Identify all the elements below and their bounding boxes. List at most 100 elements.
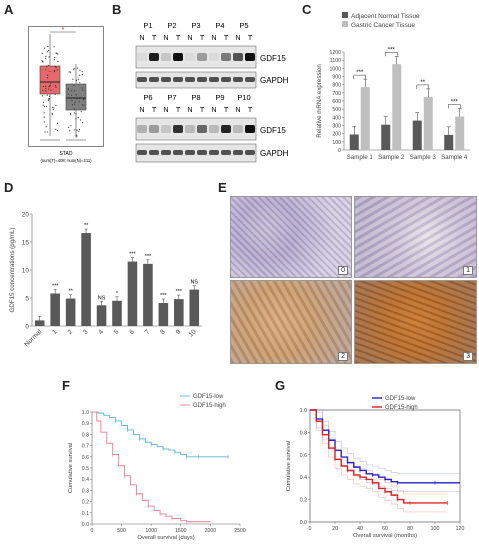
band <box>209 77 219 82</box>
legend-label: Gastric Cancer Tissue <box>351 22 415 29</box>
band <box>233 53 243 61</box>
panel-a-xlabel: STAD <box>60 151 73 157</box>
jitter-point <box>71 100 73 102</box>
jitter-point <box>78 128 81 131</box>
jitter-point <box>82 89 84 91</box>
band <box>197 150 207 155</box>
jitter-point <box>41 52 43 54</box>
jitter-point <box>41 60 43 62</box>
jitter-point <box>79 69 81 71</box>
jitter-point <box>57 53 59 55</box>
x-tick-label: 5 <box>113 328 121 336</box>
band <box>245 125 255 133</box>
band <box>185 125 195 133</box>
y-axis-label: GDF15 concentrations (pg/mL) <box>9 228 16 313</box>
jitter-point <box>51 113 53 115</box>
bar <box>189 289 200 326</box>
significance-label: ** <box>68 289 73 295</box>
jitter-point <box>41 95 43 97</box>
jitter-point <box>77 78 80 80</box>
x-axis-label: Overall survival (days) <box>137 535 194 541</box>
x-tick-label: 500 <box>117 528 126 534</box>
lane-label: N <box>163 107 168 114</box>
jitter-point <box>45 69 47 71</box>
jitter-point <box>81 104 84 106</box>
lane-label: N <box>211 107 216 114</box>
band <box>245 150 255 155</box>
jitter-point <box>79 119 82 121</box>
y-tick-label: 1100 <box>330 58 341 64</box>
jitter-point <box>83 104 85 106</box>
x-tick-label: 3 <box>82 328 90 336</box>
jitter-point <box>76 129 78 131</box>
blot-gdf15-top <box>135 45 257 69</box>
jitter-point <box>42 85 44 88</box>
x-tick-label: 2 <box>67 328 75 336</box>
lane-label: T <box>176 107 181 114</box>
protein-label-gapdh-top: GAPDH <box>260 76 289 85</box>
jitter-point <box>45 126 47 128</box>
bar <box>143 263 153 326</box>
jitter-point <box>73 84 75 86</box>
jitter-point <box>71 90 73 92</box>
bar <box>412 120 422 150</box>
y-tick-label: 300 <box>332 124 341 130</box>
jitter-point <box>43 121 45 123</box>
patient-label: P4 <box>215 21 224 30</box>
y-tick-label: 0.8 <box>300 430 307 436</box>
legend-swatch <box>342 12 348 18</box>
jitter-point <box>49 84 51 86</box>
jitter-point <box>56 52 58 54</box>
jitter-point <box>76 135 78 137</box>
patient-label: P5 <box>239 21 248 30</box>
jitter-point <box>47 99 49 101</box>
bar <box>65 298 76 326</box>
significance-label: *** <box>129 252 136 258</box>
x-tick-label: Sample 1 <box>347 154 374 161</box>
x-tick-label: Sample 2 <box>378 154 405 161</box>
x-tick-label: 7 <box>144 328 152 336</box>
lane-label: N <box>139 107 144 114</box>
y-axis-label: Cumulative survival <box>286 441 292 491</box>
jitter-point <box>83 99 85 101</box>
jitter-point <box>79 97 81 100</box>
significance-label: ** <box>84 223 89 229</box>
band <box>149 53 159 61</box>
jitter-point <box>47 74 49 76</box>
significance-label: *** <box>356 70 364 76</box>
y-tick-label: 0.9 <box>82 421 89 427</box>
patient-label: P8 <box>191 93 200 102</box>
significance-label: * <box>116 291 119 297</box>
jitter-point <box>47 46 49 48</box>
band <box>137 53 147 61</box>
bar <box>455 116 465 150</box>
lane-label: N <box>163 35 168 42</box>
ihc-score-2: 2 <box>338 352 348 361</box>
legend-label: Adjacent Normal Tissue <box>351 13 420 20</box>
jitter-point <box>50 89 52 91</box>
significance-bracket <box>448 104 461 109</box>
jitter-point <box>45 87 47 89</box>
jitter-point <box>74 103 76 105</box>
blot-gapdh-top <box>135 71 257 89</box>
lane-label: T <box>224 107 229 114</box>
band <box>185 150 195 155</box>
band <box>149 125 159 133</box>
significance-label: *** <box>145 254 152 260</box>
band <box>245 77 255 82</box>
y-axis-label: Relative mRNA expression <box>316 64 323 138</box>
significance-label: *** <box>451 100 459 106</box>
x-tick-label: 6 <box>128 328 136 336</box>
bar <box>50 293 60 326</box>
jitter-point <box>80 111 82 113</box>
jitter-point <box>69 130 71 132</box>
bar <box>423 96 433 150</box>
lane-label: T <box>152 35 157 42</box>
band <box>233 150 243 155</box>
jitter-point <box>57 60 59 62</box>
jitter-point <box>53 107 55 109</box>
band <box>209 53 219 61</box>
x-tick-label: Sample 4 <box>441 154 468 161</box>
jitter-point <box>48 88 50 90</box>
band <box>185 53 195 61</box>
